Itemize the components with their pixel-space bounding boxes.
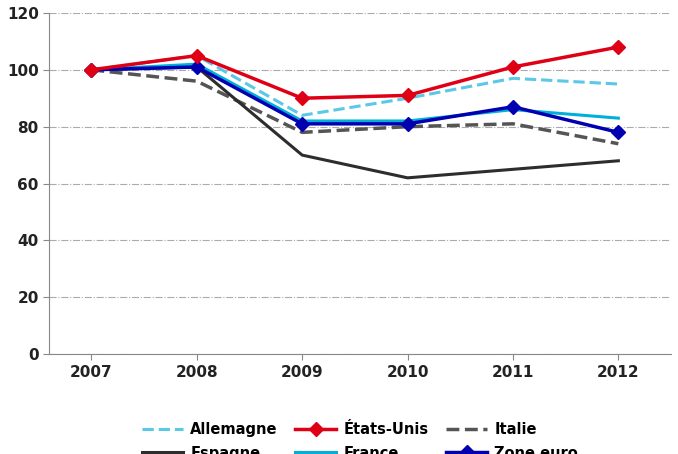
Legend: Allemagne, Espagne, États-Unis, France, Italie, Zone euro: Allemagne, Espagne, États-Unis, France, … (136, 416, 584, 454)
